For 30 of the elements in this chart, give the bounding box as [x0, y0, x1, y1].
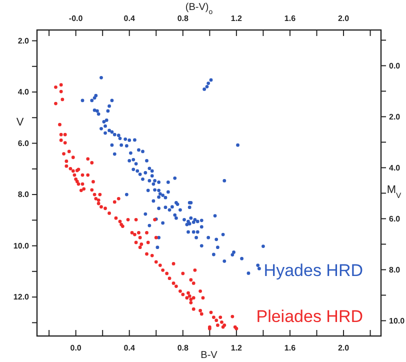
x-tick-label: 1.6: [284, 344, 296, 353]
y-tick-label: 10.0: [13, 241, 30, 250]
x-tick-label: 0.4: [124, 344, 136, 353]
y2-tick-label: 4.0: [389, 163, 401, 172]
x2-tick-label: 0.8: [177, 14, 190, 23]
series-label: Pleiades HRD: [256, 307, 363, 326]
y-tick-label: 12.0: [13, 292, 30, 302]
y2-tick-label: 0.0: [389, 61, 401, 70]
y-tick-label: 2.0: [18, 36, 30, 46]
y2-tick-label: 2.0: [389, 112, 401, 122]
x-axis-title: B-V: [200, 350, 218, 361]
y2-tick-label: 6.0: [389, 214, 401, 224]
x-tick-label: 1.2: [230, 344, 243, 353]
x-tick-label: 0.0: [70, 344, 82, 353]
y2-tick-label: 10.0: [389, 316, 406, 326]
x-tick-label: 2.0: [338, 344, 350, 353]
x2-axis-title: (B-V)$_{o}$: [185, 2, 213, 16]
x2-tick-label: 1.6: [284, 14, 296, 23]
x-tick-label: 0.8: [177, 344, 190, 353]
y-tick-label: 8.0: [18, 190, 30, 200]
series-label: Hyades HRD: [264, 261, 363, 280]
y2-axis-title: M$_{V}$: [386, 184, 402, 200]
y-axis-title: V: [16, 116, 24, 128]
x2-tick-label: 2.0: [338, 14, 350, 23]
y2-tick-label: 8.0: [389, 265, 401, 274]
x2-tick-label: -0.0: [68, 14, 84, 23]
x2-tick-label: 1.2: [230, 14, 243, 23]
y-tick-label: 6.0: [18, 138, 30, 148]
x2-tick-label: 0.4: [124, 14, 136, 23]
y-tick-label: 4.0: [18, 88, 30, 97]
